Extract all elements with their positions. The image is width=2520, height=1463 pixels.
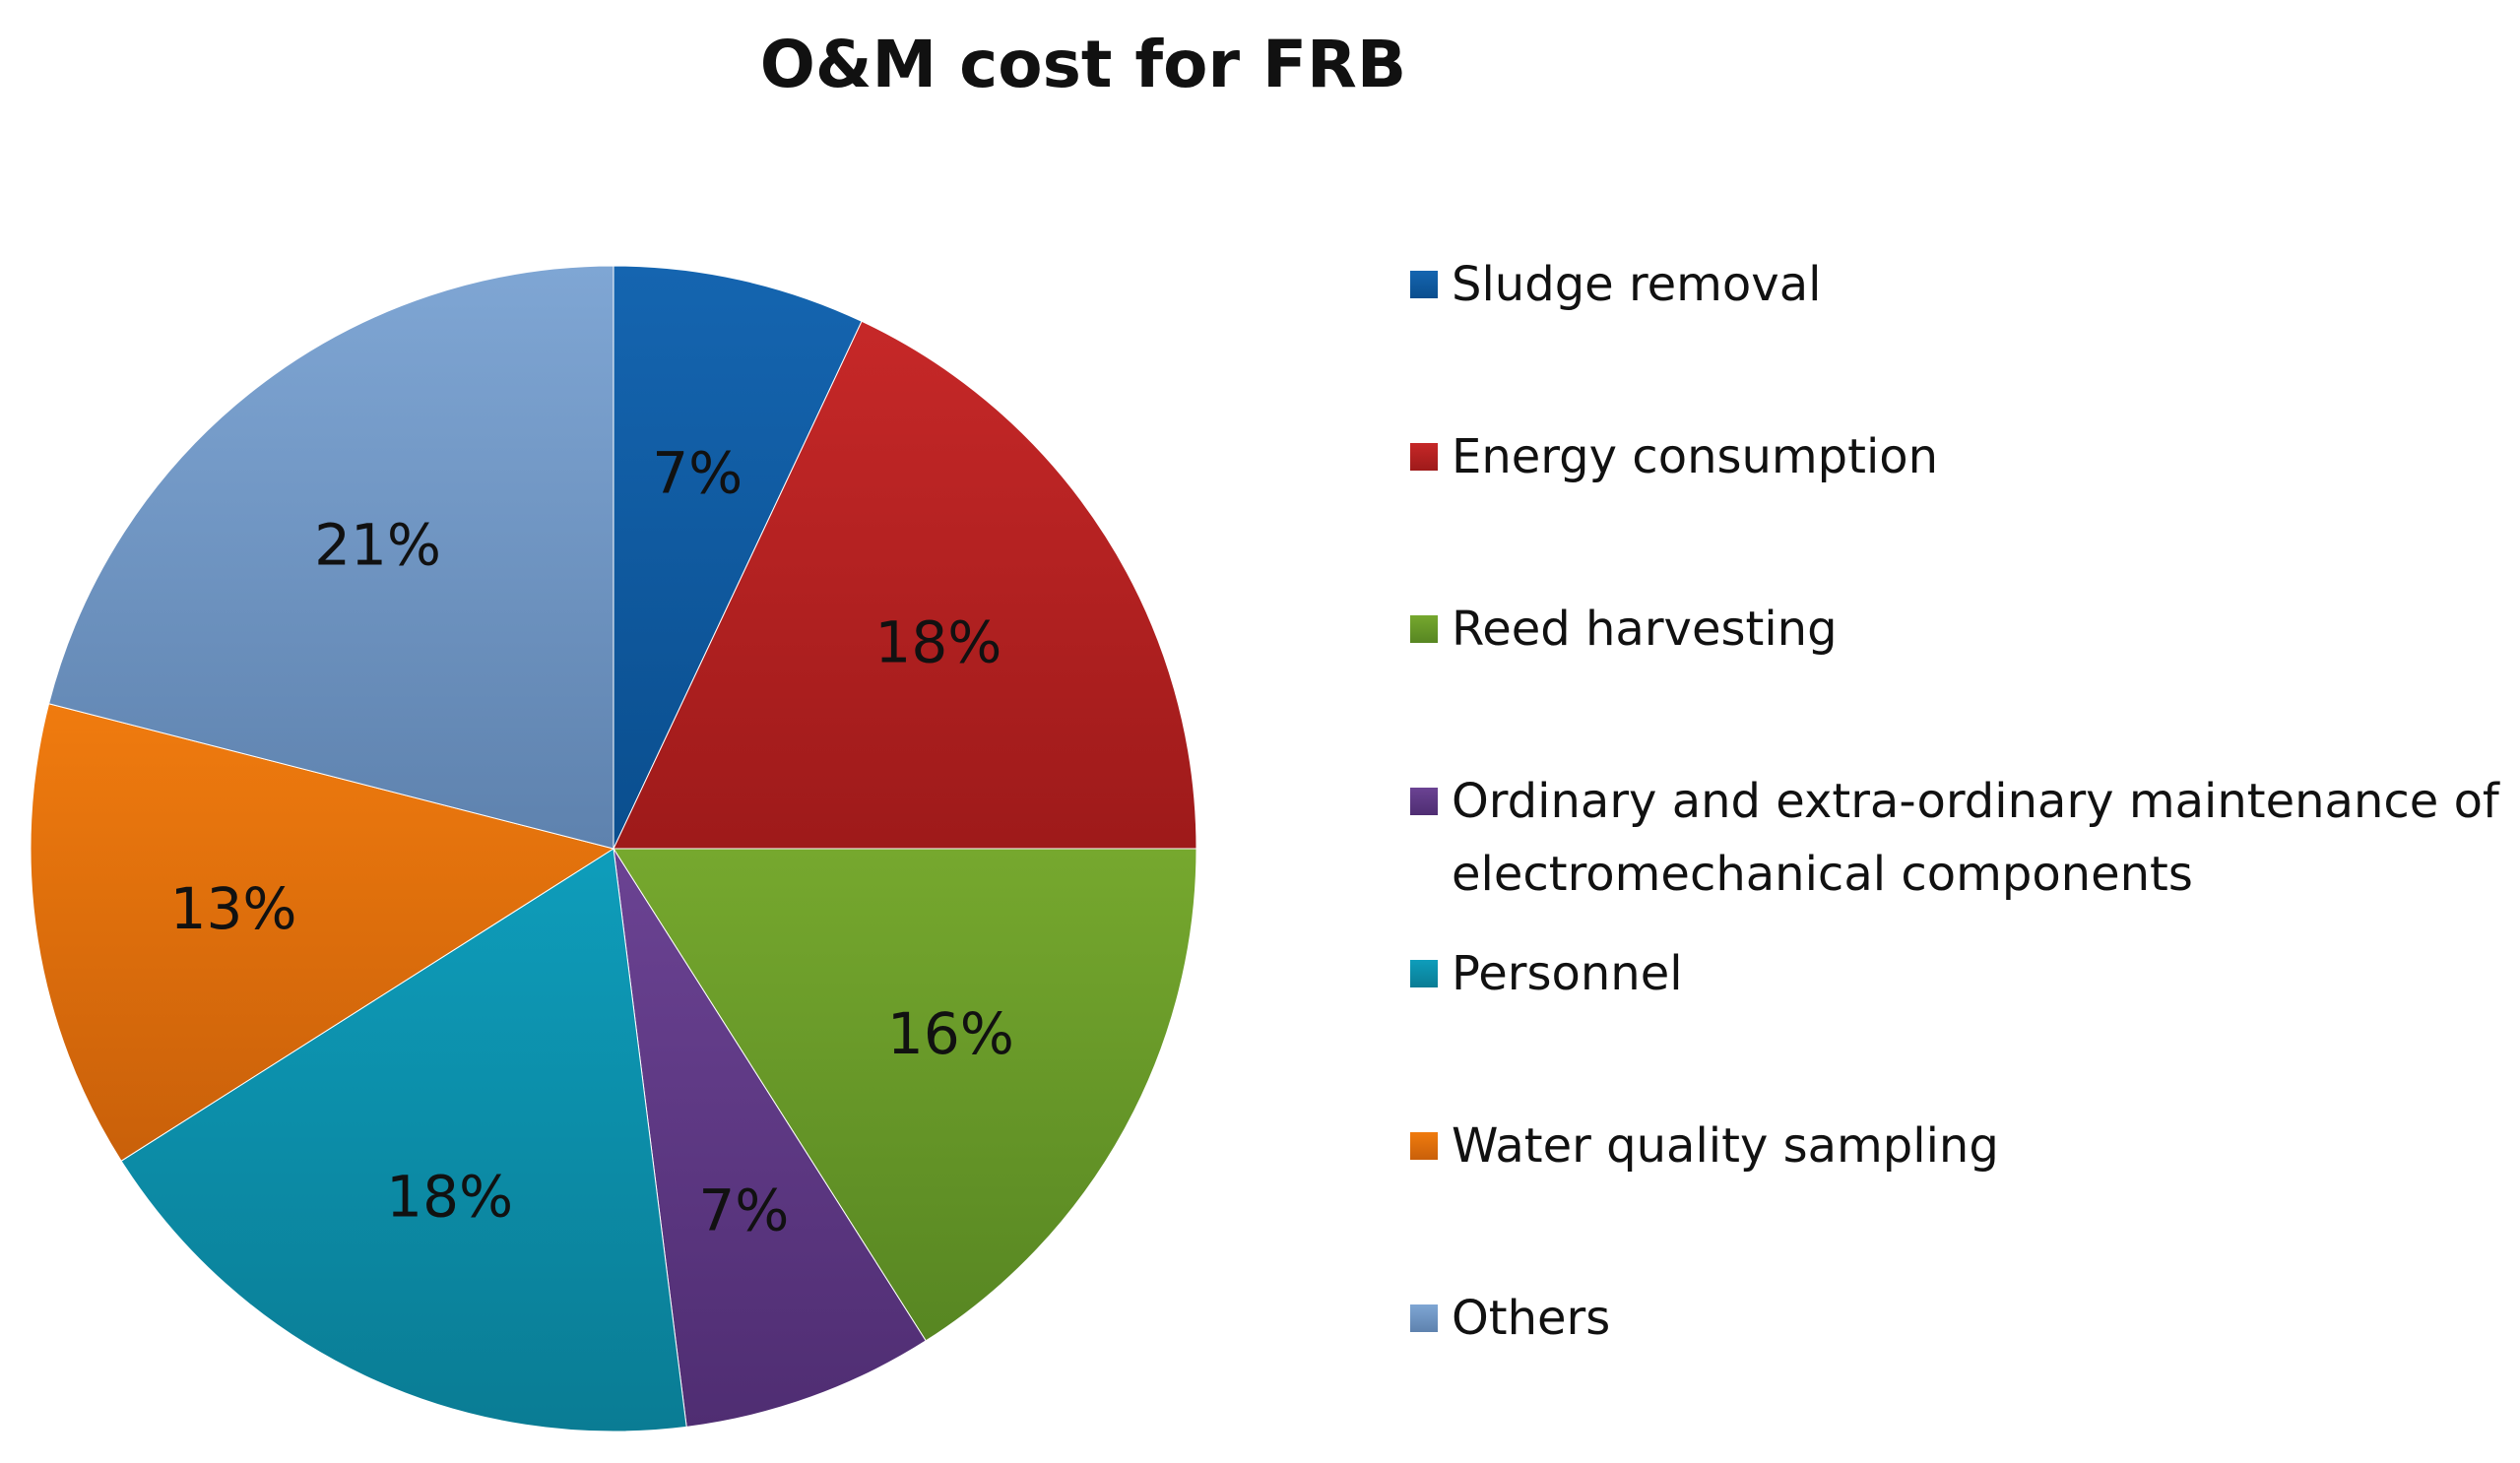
data-label-energy-consumption: 18% xyxy=(874,609,1002,676)
legend-swatch xyxy=(1410,615,1438,643)
legend-swatch xyxy=(1410,960,1438,987)
legend-item-energy-consumption: Energy consumption xyxy=(1410,429,1938,484)
pie-slice-ordinary-and-extra-ordinary-maintenance-of-electromechanical-components xyxy=(613,848,927,1428)
pie-slice-energy-consumption xyxy=(613,320,1197,850)
pie-data-labels: 7% 18% 16% 7% 18% 13% 21% xyxy=(170,440,1014,1244)
legend-swatch xyxy=(1410,443,1438,471)
pie-slice-sludge-removal xyxy=(613,265,863,850)
legend-label: Reed harvesting xyxy=(1452,602,1838,657)
legend-label: Personnel xyxy=(1452,946,1683,1001)
data-label-others: 21% xyxy=(314,511,441,578)
pie-slices xyxy=(30,265,1197,1432)
legend-label: electromechanical components xyxy=(1452,847,2193,902)
legend-label: Ordinary and extra-ordinary maintenance … xyxy=(1452,774,2500,829)
legend-item-sludge-removal: Sludge removal xyxy=(1410,257,1821,312)
legend: Sludge removal Energy consumption Reed har… xyxy=(1410,257,2500,1346)
legend-item-ordinary-and-extra-ordinary-maintenance-of-electromechanical-components: Ordinary and extra-ordinary maintenance … xyxy=(1410,774,2500,902)
data-label-sludge-removal: 7% xyxy=(652,440,743,507)
legend-label: Sludge removal xyxy=(1452,257,1821,312)
data-label-personnel: 18% xyxy=(386,1164,513,1231)
legend-item-water-quality-sampling: Water quality sampling xyxy=(1410,1118,1999,1174)
data-label-reed-harvesting: 16% xyxy=(887,1000,1014,1067)
legend-swatch xyxy=(1410,271,1438,298)
data-label-ordinary-and-extra-ordinary-maintenance-of-electromechanical-components: 7% xyxy=(698,1177,789,1244)
pie-slice-reed-harvesting xyxy=(613,848,1197,1342)
pie-slice-others xyxy=(47,265,614,850)
legend-item-reed-harvesting: Reed harvesting xyxy=(1410,602,1838,657)
legend-swatch xyxy=(1410,788,1438,815)
pie-slice-personnel xyxy=(120,848,687,1432)
legend-swatch xyxy=(1410,1304,1438,1332)
legend-item-personnel: Personnel xyxy=(1410,946,1683,1001)
legend-label: Energy consumption xyxy=(1452,429,1938,484)
data-label-water-quality-sampling: 13% xyxy=(170,875,297,942)
pie-slice-water-quality-sampling xyxy=(30,703,615,1162)
legend-label: Water quality sampling xyxy=(1452,1118,1999,1174)
legend-item-others: Others xyxy=(1410,1291,1610,1346)
chart-title: O&M cost for FRB xyxy=(760,27,1406,102)
legend-swatch xyxy=(1410,1132,1438,1160)
legend-label: Others xyxy=(1452,1291,1610,1346)
